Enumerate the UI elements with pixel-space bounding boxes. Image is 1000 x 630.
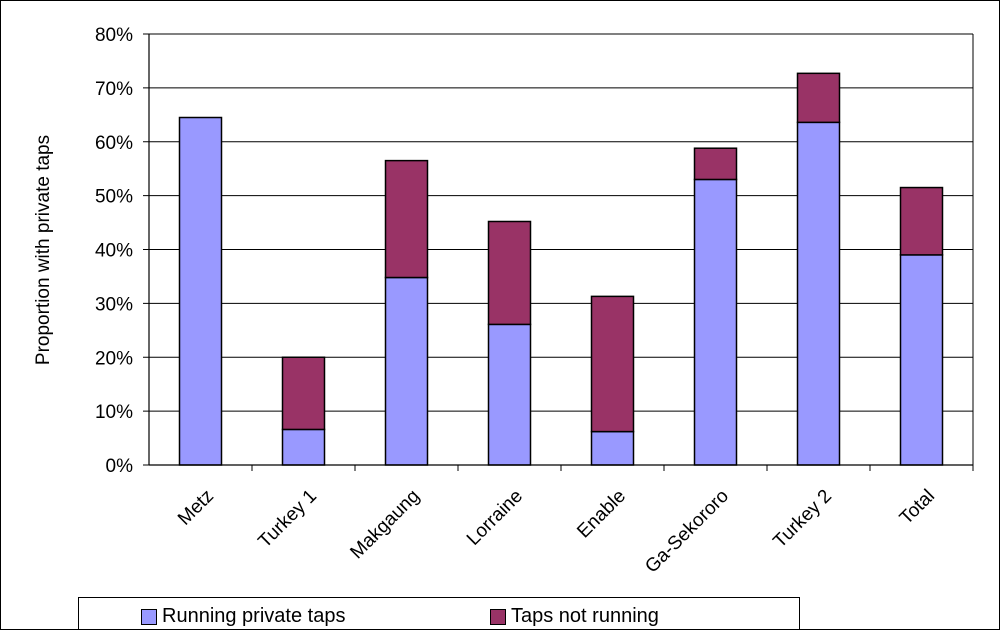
bar-not-running	[590, 295, 635, 433]
bar-running	[487, 323, 532, 466]
bar-running	[899, 254, 944, 466]
x-tick-label: Metz	[174, 486, 218, 530]
bar-not-running	[693, 147, 738, 181]
y-tick-label: 30%	[95, 294, 133, 315]
legend-label-running: Running private taps	[162, 605, 346, 627]
legend-swatch-running	[141, 608, 157, 625]
legend-swatch-not-running	[490, 608, 506, 625]
y-tick-label: 10%	[95, 402, 133, 423]
x-tick-label: Turkey 2	[769, 486, 836, 553]
bar-not-running	[796, 72, 841, 124]
y-tick-label: 80%	[95, 25, 133, 46]
legend-label-not-running: Taps not running	[511, 605, 659, 627]
legend: Running private taps Taps not running	[78, 597, 800, 629]
bar-running	[178, 116, 223, 466]
y-tick-label: 40%	[95, 241, 133, 262]
bar-running	[796, 121, 841, 466]
bar-running	[693, 178, 738, 466]
x-tick-label: Total	[896, 486, 939, 529]
y-tick-label: 20%	[95, 348, 133, 369]
bar-running	[281, 428, 326, 466]
axes	[143, 33, 974, 471]
x-tick-label: Makgaung	[346, 486, 424, 564]
gridlines	[149, 33, 973, 412]
y-axis-title: Proportion with private taps	[33, 135, 54, 365]
bar-running	[590, 430, 635, 466]
bar-running	[384, 276, 429, 466]
bar-not-running	[384, 159, 429, 279]
bar-not-running	[281, 356, 326, 431]
bars	[178, 72, 944, 466]
y-tick-label: 70%	[95, 79, 133, 100]
legend-item-not-running: Taps not running	[490, 605, 659, 628]
x-tick-label: Lorraine	[463, 486, 527, 550]
bar-not-running	[487, 220, 532, 326]
x-tick-label: Ga-Sekororo	[641, 486, 733, 578]
legend-item-running: Running private taps	[141, 605, 345, 628]
x-tick-label: Enable	[573, 486, 630, 543]
y-tick-label: 0%	[106, 456, 134, 477]
bar-not-running	[899, 186, 944, 256]
x-tick-label: Turkey 1	[254, 486, 321, 553]
y-tick-label: 60%	[95, 133, 133, 154]
y-tick-label: 50%	[95, 187, 133, 208]
